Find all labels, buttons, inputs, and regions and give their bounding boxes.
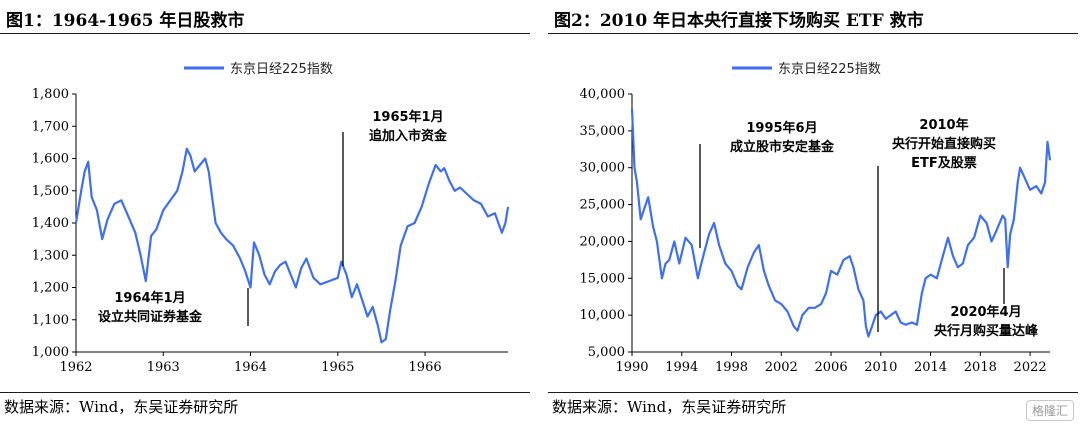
y-tick-label: 1,500 (32, 184, 69, 199)
x-tick-label: 2010 (864, 360, 897, 375)
annotation-label: 设立共同证券基金 (98, 309, 203, 325)
y-tick-label: 40,000 (580, 87, 626, 102)
legend-label: 东京日经225指数 (230, 62, 333, 77)
x-tick-label: 2018 (964, 360, 997, 375)
y-tick-label: 1,800 (32, 87, 69, 102)
y-tick-label: 15,000 (580, 271, 626, 286)
annotation-label: 2020年4月 (950, 304, 1021, 320)
series-line (74, 147, 510, 344)
annotation-label: 1965年1月 (372, 109, 443, 125)
y-tick-label: 25,000 (580, 198, 626, 213)
y-tick-label: 5,000 (588, 345, 625, 360)
x-tick-label: 1990 (615, 360, 648, 375)
annotation-label: 央行月购买量达峰 (934, 323, 1039, 339)
annotation-label: 央行开始直接购买 (892, 136, 996, 152)
x-tick-label: 1994 (665, 360, 698, 375)
x-tick-label: 2002 (765, 360, 798, 375)
annotation-label: 成立股市安定基金 (730, 139, 835, 155)
chart-panel-right: 图2：2010 年日本央行直接下场购买 ETF 救市 5,000 10,000 15… (548, 0, 1078, 425)
x-tick-label: 1965 (321, 360, 354, 375)
x-tick-label: 1962 (59, 360, 92, 375)
y-tick-label: 1,700 (32, 119, 69, 134)
annotation-label: 1995年6月 (746, 120, 817, 136)
y-tick-label: 1,600 (32, 152, 69, 167)
chart-title: 图1：1964-1965 年日股救市 (6, 11, 245, 31)
source-note: 数据来源：Wind，东吴证券研究所 (552, 398, 787, 416)
chart-title: 图2：2010 年日本央行直接下场购买 ETF 救市 (554, 11, 924, 31)
y-tick-label: 1,100 (32, 313, 69, 328)
annotation-label: 追加入市资金 (369, 128, 448, 144)
y-tick-label: 1,300 (32, 248, 69, 263)
watermark-logo: 格隆汇 (1025, 400, 1074, 421)
source-divider (548, 392, 1078, 393)
y-tick-label: 10,000 (580, 308, 626, 323)
annotation-label: 1964年1月 (114, 290, 185, 306)
y-tick-label: 1,400 (32, 216, 69, 231)
y-tick-label: 30,000 (580, 161, 626, 176)
x-tick-label: 2014 (914, 360, 947, 375)
x-tick-label: 1964 (234, 360, 267, 375)
x-tick-label: 1998 (715, 360, 748, 375)
x-tick-label: 1966 (409, 360, 442, 375)
x-tick-label: 1963 (147, 360, 180, 375)
y-tick-label: 20,000 (580, 234, 626, 249)
y-tick-label: 1,200 (32, 281, 69, 296)
chart-panel-left: 图1：1964-1965 年日股救市 1,000 1,100 1,200 1,300 1… (0, 0, 530, 425)
source-note: 数据来源：Wind，东吴证券研究所 (4, 398, 239, 416)
annotation-label: ETF及股票 (911, 155, 977, 171)
annotation-label: 2010年 (919, 117, 968, 133)
title-divider (548, 33, 1078, 34)
source-divider (0, 392, 530, 393)
x-tick-label: 2022 (1014, 360, 1047, 375)
chart-svg-left: 1,000 1,100 1,200 1,300 1,400 1,500 1,600 1,700… (32, 62, 510, 375)
y-tick-label: 1,000 (32, 345, 69, 360)
y-tick-label: 35,000 (580, 124, 626, 139)
chart-svg-right: 5,000 10,000 15,000 20,000 25,000 30,000 35,00… (580, 62, 1052, 375)
series-line (630, 108, 1052, 338)
x-tick-label: 2006 (815, 360, 848, 375)
legend-label: 东京日经225指数 (778, 62, 881, 77)
title-divider (0, 33, 530, 34)
